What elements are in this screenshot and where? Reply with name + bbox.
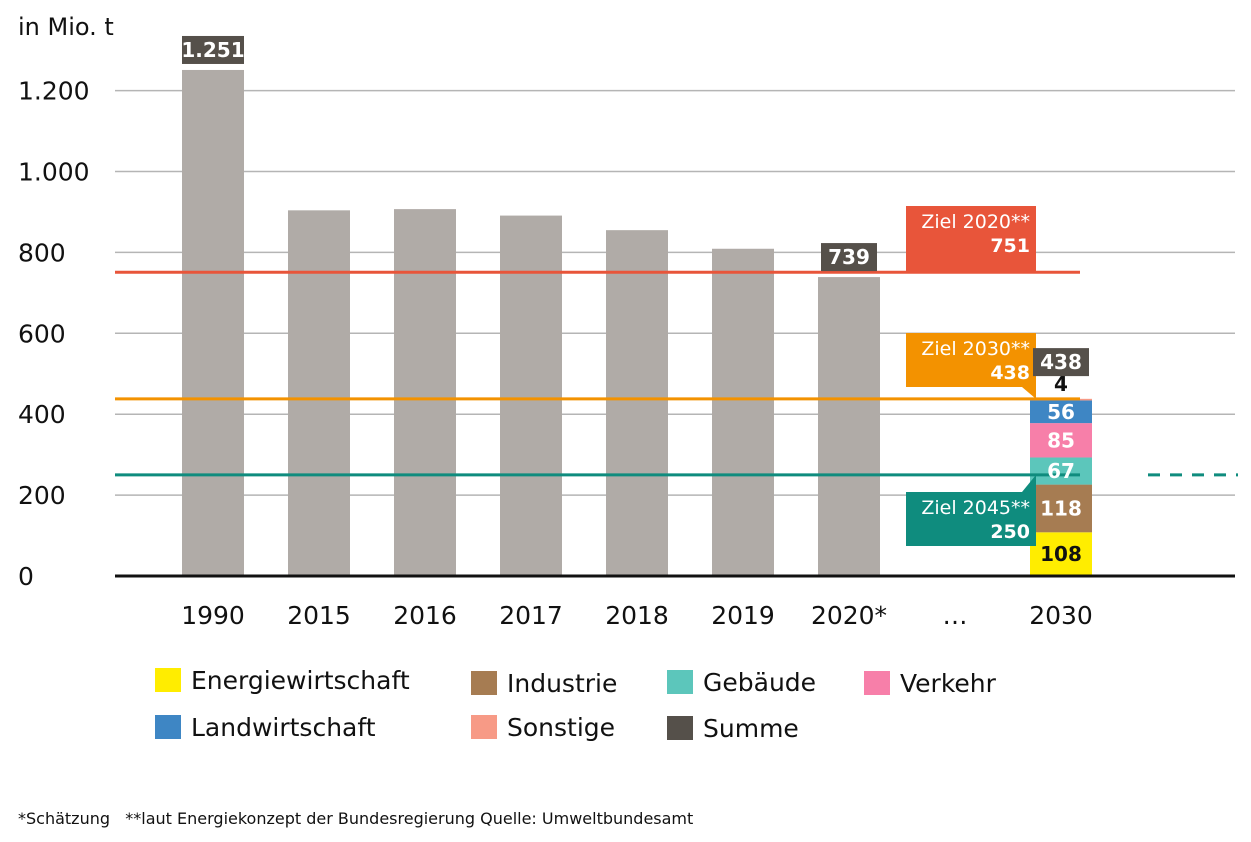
bar-2016 (394, 209, 456, 576)
stack-segment-landwirtschaft (1030, 400, 1092, 424)
y-tick-label: 800 (18, 238, 66, 267)
y-tick-label: 1.200 (18, 77, 90, 106)
legend-swatch (471, 671, 497, 695)
legend-label: Sonstige (507, 713, 615, 742)
stack-value-label: 67 (1047, 459, 1075, 483)
legend-swatch (471, 715, 497, 739)
x-tick-label: 1990 (181, 601, 245, 630)
legend-swatch (155, 715, 181, 739)
value-label-box (182, 35, 244, 64)
target-name: Ziel 2020** (921, 211, 1030, 233)
legend-swatch (667, 716, 693, 740)
value-label-box (821, 243, 877, 272)
x-tick-label: 2019 (711, 601, 775, 630)
legend-label: Gebäude (703, 668, 816, 697)
bar-2017 (500, 215, 562, 576)
x-tick-label: 2020* (811, 601, 887, 630)
bar-2018 (606, 230, 668, 576)
y-tick-label: 400 (18, 400, 66, 429)
value-label: 739 (828, 245, 870, 269)
stack-segment-energiewirtschaft (1030, 532, 1092, 576)
y-tick-label: 200 (18, 481, 66, 510)
legend-swatch (155, 668, 181, 692)
bar-1990 (182, 69, 244, 577)
stack-value-label: 85 (1047, 428, 1075, 452)
legend-swatch (667, 670, 693, 694)
target-value: 250 (990, 521, 1030, 543)
stack-segment-industrie (1030, 484, 1092, 533)
legend-label: Verkehr (900, 669, 997, 698)
target-label-box (906, 206, 1036, 273)
target-label-box (906, 474, 1036, 546)
legend-swatch (864, 671, 890, 695)
value-label-box (1033, 348, 1089, 377)
y-axis-unit-label: in Mio. t (18, 13, 114, 41)
legend-label: Landwirtschaft (191, 713, 376, 742)
x-tick-label: 2018 (605, 601, 669, 630)
stack-value-label: 56 (1047, 400, 1075, 424)
x-tick-label: 2015 (287, 601, 351, 630)
stack-value-label: 118 (1040, 496, 1082, 520)
x-tick-label: 2017 (499, 601, 563, 630)
stack-segment-verkehr (1030, 423, 1092, 458)
y-tick-label: 600 (18, 319, 66, 348)
target-label-box (906, 333, 1036, 399)
target-name: Ziel 2030** (921, 338, 1030, 360)
stack-value-label: 108 (1040, 542, 1082, 566)
bar-2015 (288, 210, 350, 576)
target-value: 438 (990, 362, 1030, 384)
y-tick-label: 0 (18, 562, 34, 591)
legend-label: Industrie (507, 669, 617, 698)
value-label: 438 (1040, 350, 1082, 374)
target-value: 751 (990, 235, 1030, 257)
stack-segment-gebäude (1030, 457, 1092, 485)
value-label: 1.251 (181, 38, 244, 62)
x-tick-label: 2016 (393, 601, 457, 630)
footnote: *Schätzung **laut Energiekonzept der Bun… (18, 809, 693, 828)
x-tick-label: 2030 (1029, 601, 1093, 630)
x-tick-label: … (943, 601, 968, 630)
bar-2020 (818, 277, 880, 576)
bar-2019 (712, 248, 774, 576)
y-tick-label: 1.000 (18, 158, 90, 187)
legend-label: Summe (703, 714, 799, 743)
target-name: Ziel 2045** (921, 497, 1030, 519)
legend-label: Energiewirtschaft (191, 666, 410, 695)
stack-value-label: 4 (1054, 372, 1068, 396)
